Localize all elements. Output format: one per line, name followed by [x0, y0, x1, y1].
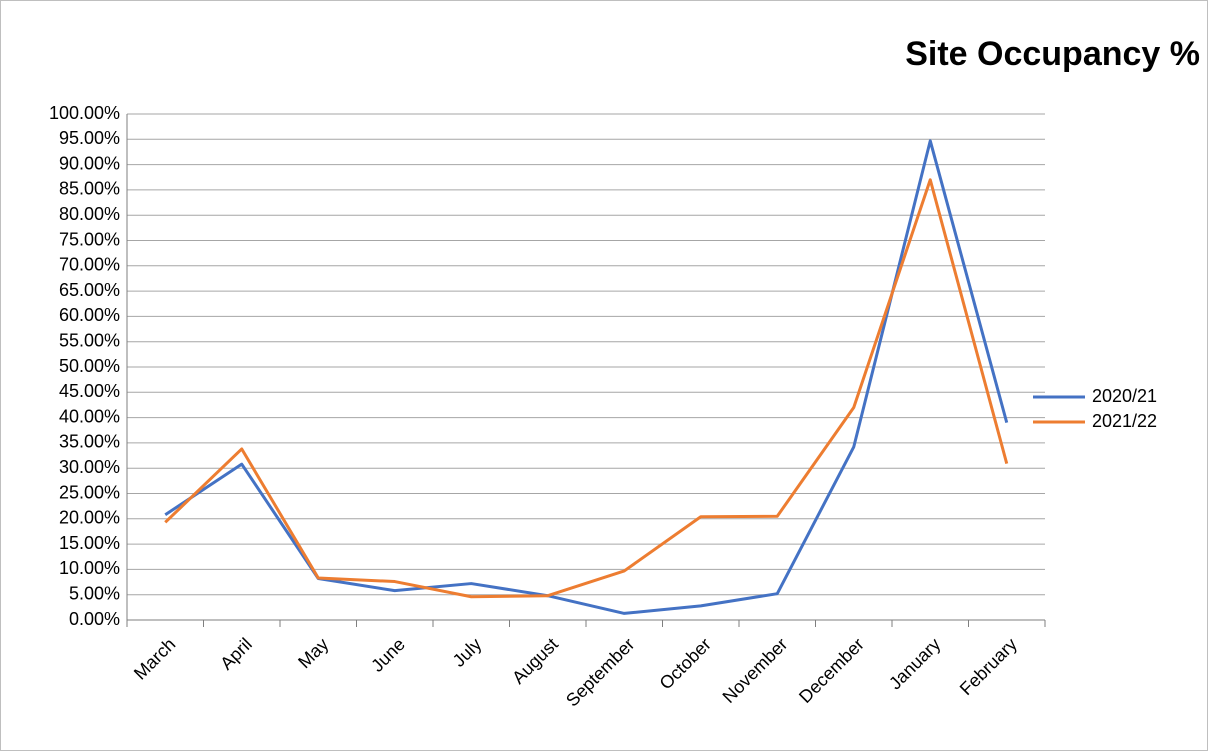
y-tick-label: 55.00% — [59, 330, 120, 350]
y-tick-label: 60.00% — [59, 305, 120, 325]
y-tick-label: 25.00% — [59, 482, 120, 502]
y-tick-label: 85.00% — [59, 179, 120, 199]
y-tick-label: 40.00% — [59, 406, 120, 426]
y-tick-label: 30.00% — [59, 457, 120, 477]
series-line — [164, 139, 1009, 615]
y-tick-label: 0.00% — [69, 609, 120, 629]
y-tick-label: 35.00% — [59, 432, 120, 452]
y-tick-label: 65.00% — [59, 280, 120, 300]
y-tick-label: 5.00% — [69, 583, 120, 603]
y-tick-label: 75.00% — [59, 229, 120, 249]
y-tick-label: 70.00% — [59, 255, 120, 275]
chart-title: Site Occupancy % — [905, 35, 1200, 73]
y-tick-label: 95.00% — [59, 128, 120, 148]
y-tick-label: 80.00% — [59, 204, 120, 224]
y-tick-label: 15.00% — [59, 533, 120, 553]
y-tick-label: 20.00% — [59, 508, 120, 528]
y-tick-label: 50.00% — [59, 356, 120, 376]
y-tick-label: 90.00% — [59, 153, 120, 173]
y-tick-label: 45.00% — [59, 381, 120, 401]
series-line — [164, 178, 1009, 599]
y-tick-label: 100.00% — [49, 103, 120, 123]
y-tick-label: 10.00% — [59, 558, 120, 578]
legend-label: 2020/21 — [1092, 386, 1157, 406]
legend-label: 2021/22 — [1092, 411, 1157, 431]
